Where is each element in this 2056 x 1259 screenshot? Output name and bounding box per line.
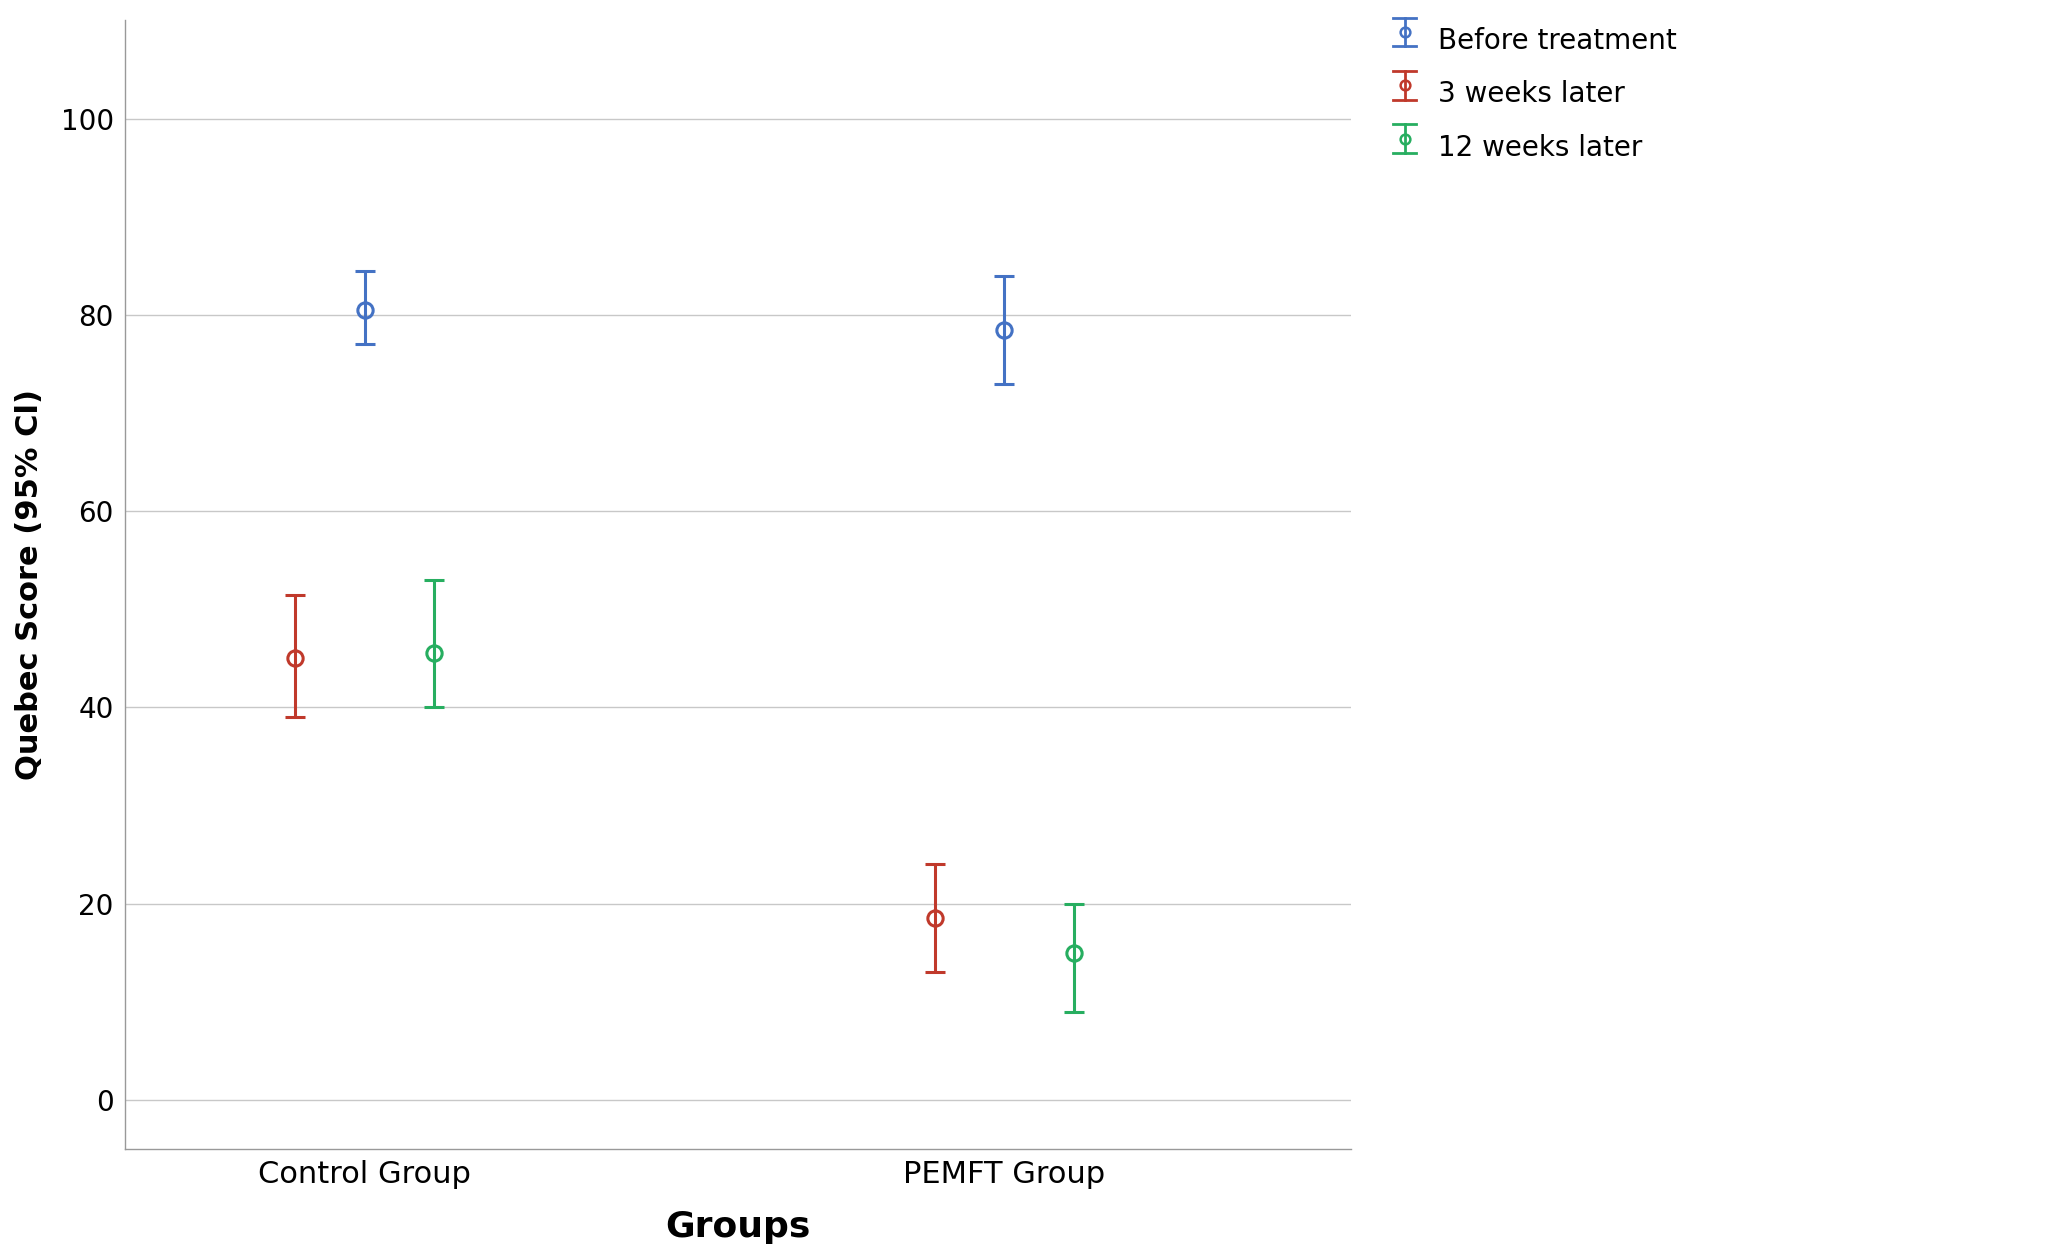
X-axis label: Groups: Groups <box>664 1210 810 1244</box>
Legend: Before treatment, 3 weeks later, 12 weeks later: Before treatment, 3 weeks later, 12 week… <box>1378 11 1688 175</box>
Y-axis label: Quebec Score (95% Cl): Quebec Score (95% Cl) <box>14 389 43 781</box>
